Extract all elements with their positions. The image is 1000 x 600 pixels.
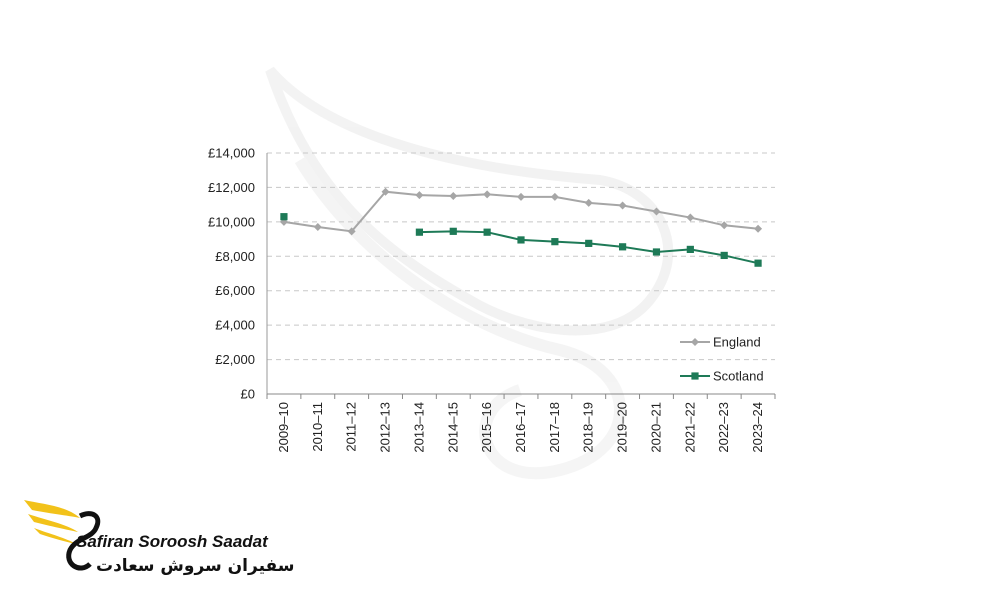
data-point <box>517 192 525 201</box>
x-tick-label: 2023–24 <box>750 402 765 453</box>
legend-label: England <box>713 335 761 350</box>
data-point <box>584 198 593 207</box>
logo-wing-icon <box>24 500 101 571</box>
data-point <box>754 224 763 233</box>
y-tick-label: £0 <box>241 387 255 402</box>
x-tick-label: 2022–23 <box>716 402 731 453</box>
x-tick-label: 2017–18 <box>547 402 562 453</box>
data-point <box>618 201 627 210</box>
x-tick-label: 2020–21 <box>648 402 663 453</box>
data-point <box>313 223 322 232</box>
data-point <box>483 228 491 236</box>
data-point <box>280 213 288 221</box>
axes: £0 £2,000 £4,000 £6,000 £8,000 £10,000 £12,000… <box>208 146 776 453</box>
data-point <box>652 248 661 256</box>
x-tick-label: 2011–12 <box>344 402 359 452</box>
data-point <box>517 236 525 244</box>
y-tick-label: £14,000 <box>208 146 255 161</box>
y-tick-label: £4,000 <box>215 318 255 333</box>
y-tick-label: £10,000 <box>208 214 255 229</box>
data-point <box>720 221 729 230</box>
x-tick-label: 2012–13 <box>378 402 393 453</box>
x-tick-label: 2014–15 <box>445 402 460 453</box>
data-point <box>585 239 593 247</box>
data-point <box>619 243 627 251</box>
data-point <box>686 213 695 222</box>
series-england <box>279 187 763 236</box>
x-tick-label: 2013–14 <box>411 402 426 453</box>
x-tick-label: 2010–11 <box>310 402 325 452</box>
data-point <box>449 227 457 235</box>
series <box>279 187 763 267</box>
x-tick-label: 2015–16 <box>479 402 494 453</box>
series-scotland <box>280 213 762 267</box>
data-point <box>347 227 356 236</box>
data-point <box>720 251 728 260</box>
data-point <box>381 187 390 196</box>
legend-label: Scotland <box>713 369 764 384</box>
logo-name-fa: سفیران سروش سعادت <box>96 556 295 576</box>
legend: England Scotland <box>680 335 764 384</box>
data-point <box>415 228 423 236</box>
x-tick-label: 2018–19 <box>581 402 596 453</box>
legend-marker <box>691 338 699 346</box>
data-point <box>550 192 559 201</box>
x-tick-label: 2016–17 <box>513 402 528 453</box>
logo-name-en: Safiran Soroosh Saadat <box>76 532 268 551</box>
watermark-bird-icon <box>265 66 674 480</box>
y-tick-label: £12,000 <box>208 180 255 195</box>
x-tick-label: 2019–20 <box>615 402 630 453</box>
legend-marker <box>691 372 699 380</box>
data-point <box>449 192 458 201</box>
y-tick-label: £8,000 <box>215 249 255 264</box>
series-line <box>419 230 759 265</box>
x-tick-label: 2009–10 <box>276 402 291 453</box>
data-point <box>483 190 492 199</box>
y-tick-label: £2,000 <box>215 352 255 367</box>
data-point <box>415 191 424 200</box>
grid-lines <box>267 152 775 361</box>
data-point <box>754 259 762 267</box>
data-point <box>652 207 661 216</box>
x-tick-label: 2021–22 <box>682 402 697 453</box>
y-tick-label: £6,000 <box>215 283 255 298</box>
data-point <box>686 245 694 253</box>
data-point <box>551 238 559 246</box>
